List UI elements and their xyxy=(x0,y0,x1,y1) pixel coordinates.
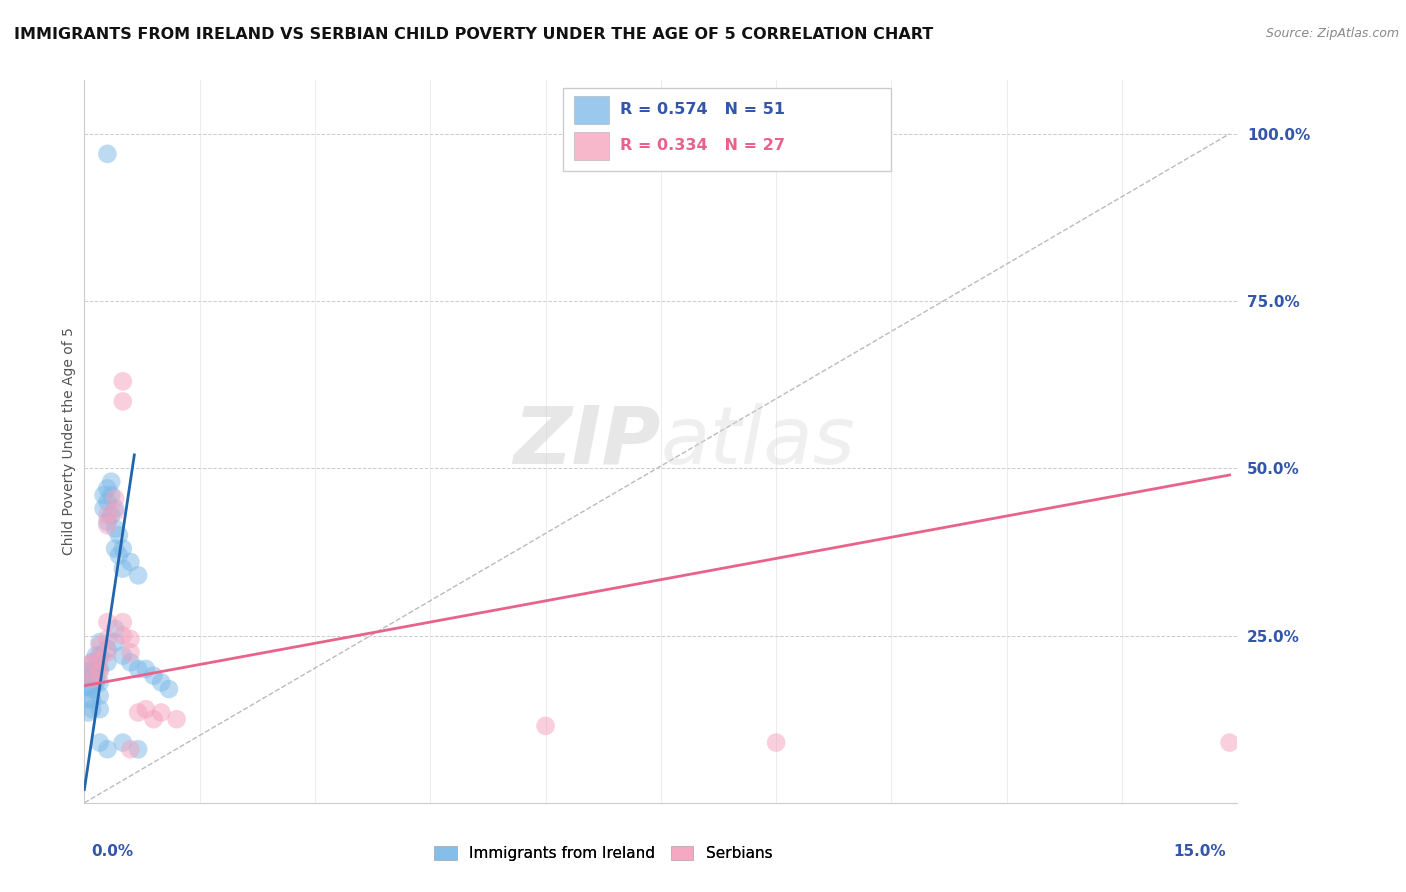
Point xyxy=(111,562,134,576)
Point xyxy=(157,681,180,696)
Point xyxy=(104,541,127,556)
Bar xyxy=(575,132,609,160)
Point xyxy=(111,735,134,749)
Point xyxy=(80,662,103,676)
Point xyxy=(84,662,107,676)
Point xyxy=(111,375,134,389)
Point xyxy=(108,528,131,542)
Point xyxy=(100,488,122,502)
Text: Source: ZipAtlas.com: Source: ZipAtlas.com xyxy=(1265,27,1399,40)
Point xyxy=(96,518,118,533)
Text: ZIP: ZIP xyxy=(513,402,661,481)
Point xyxy=(127,568,149,582)
Point xyxy=(111,615,134,630)
Point xyxy=(108,548,131,563)
Point xyxy=(120,655,142,669)
Point xyxy=(89,689,111,703)
Point xyxy=(89,635,111,649)
Point xyxy=(89,735,111,749)
Point xyxy=(765,735,787,749)
Point xyxy=(135,662,157,676)
Text: atlas: atlas xyxy=(661,402,856,481)
Point xyxy=(89,665,111,680)
Point xyxy=(96,508,118,523)
Point xyxy=(100,475,122,489)
Point xyxy=(93,501,115,516)
Point xyxy=(142,669,165,683)
Text: R = 0.574   N = 51: R = 0.574 N = 51 xyxy=(620,102,786,117)
Point xyxy=(93,488,115,502)
Point xyxy=(89,648,111,663)
Text: IMMIGRANTS FROM IRELAND VS SERBIAN CHILD POVERTY UNDER THE AGE OF 5 CORRELATION : IMMIGRANTS FROM IRELAND VS SERBIAN CHILD… xyxy=(14,27,934,42)
Point xyxy=(100,508,122,523)
Point xyxy=(80,692,103,706)
Point xyxy=(127,662,149,676)
Point xyxy=(120,632,142,646)
Bar xyxy=(575,96,609,124)
Y-axis label: Child Poverty Under the Age of 5: Child Poverty Under the Age of 5 xyxy=(62,327,76,556)
Point xyxy=(89,702,111,716)
Point xyxy=(80,672,103,686)
Point xyxy=(104,505,127,519)
Point xyxy=(89,662,111,676)
Point xyxy=(127,742,149,756)
Point xyxy=(80,655,103,669)
Point xyxy=(96,655,118,669)
Point xyxy=(135,702,157,716)
Legend: Immigrants from Ireland, Serbians: Immigrants from Ireland, Serbians xyxy=(427,839,779,867)
Point xyxy=(150,675,173,690)
Point xyxy=(77,672,100,686)
Point xyxy=(96,494,118,508)
Point xyxy=(120,645,142,659)
FancyBboxPatch shape xyxy=(562,87,891,170)
Point xyxy=(89,652,111,666)
Point xyxy=(104,521,127,535)
Point xyxy=(111,648,134,663)
Point xyxy=(111,628,134,642)
Point xyxy=(96,642,118,657)
Point xyxy=(96,515,118,529)
Point xyxy=(80,702,103,716)
Point xyxy=(77,665,100,680)
Point xyxy=(84,675,107,690)
Text: R = 0.334   N = 27: R = 0.334 N = 27 xyxy=(620,137,786,153)
Point xyxy=(96,632,118,646)
Point xyxy=(96,147,118,161)
Point xyxy=(150,706,173,720)
Point xyxy=(80,681,103,696)
Text: 0.0%: 0.0% xyxy=(91,845,134,859)
Point xyxy=(111,541,134,556)
Point xyxy=(96,482,118,496)
Point xyxy=(96,742,118,756)
Point xyxy=(89,639,111,653)
Point xyxy=(104,622,127,636)
Point xyxy=(96,645,118,659)
Point xyxy=(111,394,134,409)
Point xyxy=(84,648,107,663)
Point xyxy=(77,692,100,706)
Point xyxy=(142,712,165,726)
Point xyxy=(1219,735,1241,749)
Point xyxy=(120,555,142,569)
Point xyxy=(534,719,557,733)
Point xyxy=(77,706,100,720)
Point xyxy=(104,635,127,649)
Point xyxy=(104,491,127,506)
Point xyxy=(104,501,127,516)
Point xyxy=(80,655,103,669)
Point xyxy=(77,679,100,693)
Point xyxy=(80,669,103,683)
Point xyxy=(166,712,188,726)
Point xyxy=(127,706,149,720)
Point xyxy=(120,742,142,756)
Point xyxy=(96,615,118,630)
Point xyxy=(89,675,111,690)
Text: 15.0%: 15.0% xyxy=(1174,845,1226,859)
